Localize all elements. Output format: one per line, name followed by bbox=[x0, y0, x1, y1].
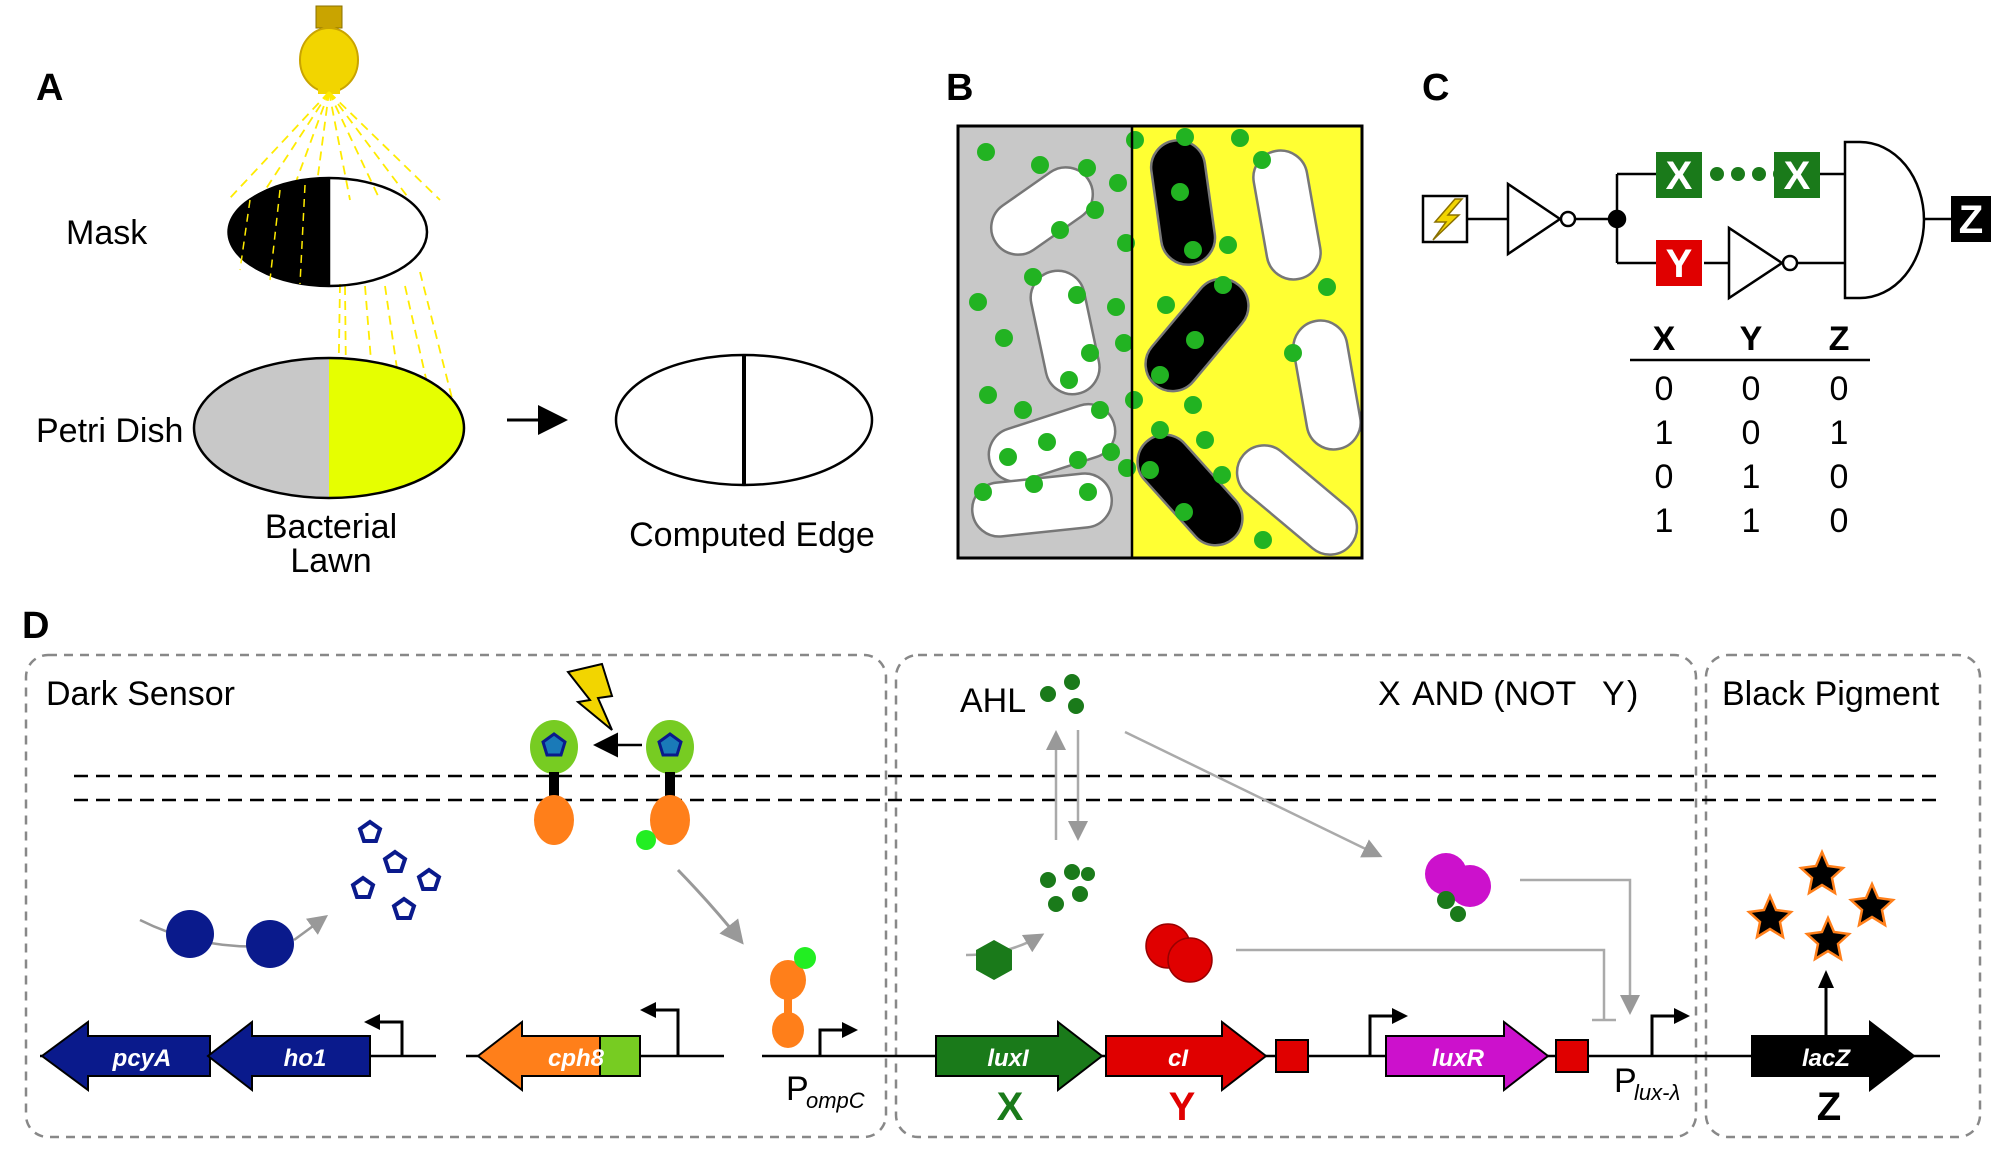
truth-cell: 0 bbox=[1655, 458, 1674, 496]
bacterial-lawn-label-1: Bacterial bbox=[265, 508, 397, 546]
promoter-arrowheads bbox=[364, 970, 1834, 1038]
computed-edge-label: Computed Edge bbox=[629, 516, 875, 554]
label-x: X bbox=[997, 1085, 1024, 1129]
p-ompc-sub: ompC bbox=[806, 1088, 865, 1113]
mask-label: Mask bbox=[66, 214, 148, 252]
p-lux-label: P lux-λ bbox=[1614, 1062, 1680, 1105]
gene-ci-label: cI bbox=[1168, 1045, 1189, 1072]
luxr-ahl-complex bbox=[1425, 853, 1491, 922]
bacteria-edge-illustration bbox=[958, 126, 1362, 558]
gene-ci: cI bbox=[1105, 1019, 1268, 1093]
black-pigment-box bbox=[1704, 653, 1982, 1139]
membrane bbox=[74, 774, 1940, 802]
lightning-icon bbox=[1432, 198, 1464, 241]
ompr-dimer bbox=[770, 947, 816, 1048]
panel-label-d: D bbox=[22, 605, 49, 647]
gene-ho1-label: ho1 bbox=[284, 1045, 327, 1072]
gene-luxr-label: luxR bbox=[1432, 1045, 1485, 1072]
p-ompc-main: P bbox=[786, 1070, 809, 1108]
pigment-stars bbox=[1746, 848, 1896, 962]
terminator-box bbox=[1275, 1039, 1309, 1073]
cph8-receptor-dark bbox=[636, 720, 694, 850]
gene-lacz-label: lacZ bbox=[1802, 1045, 1851, 1072]
gene-luxi-label: luxI bbox=[987, 1045, 1030, 1072]
truth-cell: 1 bbox=[1655, 414, 1674, 452]
gate-x-label: X bbox=[1666, 154, 1693, 198]
petri-dish-label: Petri Dish bbox=[36, 412, 183, 450]
gene-ho1: ho1 bbox=[206, 1019, 371, 1093]
cph8-receptor-light bbox=[530, 720, 578, 845]
logic-box bbox=[894, 653, 1698, 1139]
truth-table: X Y Z 0 0 0 1 0 1 0 1 0 1 1 0 bbox=[1630, 320, 1870, 540]
truth-cell: 0 bbox=[1830, 458, 1849, 496]
black-pigment-title: Black Pigment bbox=[1722, 675, 1940, 713]
logic-title-and: AND (NOT bbox=[1412, 675, 1576, 713]
gene-pcya: pcyA bbox=[40, 1020, 211, 1092]
truth-cell: 0 bbox=[1655, 370, 1674, 408]
panel-label-c: C bbox=[1422, 67, 1449, 109]
gate-y-label: Y bbox=[1666, 242, 1693, 286]
logic-title: X AND (NOT Y ) bbox=[1378, 675, 1638, 713]
truth-cell: 1 bbox=[1742, 502, 1761, 540]
gate-x-box bbox=[1656, 152, 1702, 198]
label-z: Z bbox=[1817, 1085, 1841, 1129]
dark-sensor-box bbox=[24, 653, 888, 1139]
regulation-lines bbox=[1236, 878, 1640, 1022]
pcb-pentagons bbox=[350, 819, 442, 920]
computed-edge-dish bbox=[614, 353, 874, 487]
p-lux-sub: lux-λ bbox=[1634, 1080, 1680, 1105]
truth-table-header-y: Y bbox=[1740, 320, 1763, 358]
p-lux-main: P bbox=[1614, 1062, 1637, 1100]
mask-shape bbox=[227, 176, 429, 288]
gene-pcya-label: pcyA bbox=[112, 1045, 172, 1072]
p-ompc-label: P ompC bbox=[786, 1070, 865, 1113]
lightning-icon-d bbox=[566, 662, 614, 731]
truth-cell: 0 bbox=[1742, 414, 1761, 452]
gene-cph8: cph8 bbox=[476, 1019, 641, 1093]
gene-lacz: lacZ bbox=[1751, 1019, 1916, 1093]
ahl-molecules bbox=[1040, 674, 1095, 912]
dark-sensor-title: Dark Sensor bbox=[46, 675, 235, 713]
bacterial-lawn-label-2: Lawn bbox=[290, 542, 371, 580]
ahl-dots bbox=[969, 128, 1336, 549]
logic-title-y: Y bbox=[1602, 675, 1625, 713]
ci-repressor bbox=[1145, 923, 1213, 983]
ompr-arrow bbox=[676, 868, 744, 945]
panel-b-frame bbox=[956, 124, 1364, 560]
logic-title-close: ) bbox=[1627, 675, 1638, 713]
ahl-transport-arrows bbox=[965, 730, 1383, 957]
enzyme-chain bbox=[139, 910, 329, 968]
logic-circuit bbox=[1421, 140, 1951, 301]
promoter-arrows bbox=[376, 985, 1828, 1056]
truth-cell: 1 bbox=[1830, 414, 1849, 452]
luxi-enzyme bbox=[976, 940, 1012, 980]
gene-cph8-label: cph8 bbox=[548, 1045, 605, 1072]
panel-label-b: B bbox=[946, 67, 973, 109]
truth-cell: 0 bbox=[1830, 502, 1849, 540]
gene-luxi: luxI bbox=[935, 1019, 1104, 1093]
truth-cell: 1 bbox=[1742, 458, 1761, 496]
light-bulb-icon bbox=[299, 5, 359, 94]
gene-luxr: luxR bbox=[1385, 1019, 1550, 1093]
gate-z-box bbox=[1951, 196, 1991, 242]
terminator-box-2 bbox=[1555, 1039, 1589, 1073]
gate-y-box bbox=[1656, 240, 1702, 286]
logic-title-x: X bbox=[1378, 675, 1401, 713]
gate-z-label: Z bbox=[1959, 198, 1983, 242]
gate-x2-box bbox=[1774, 152, 1820, 198]
label-y: Y bbox=[1169, 1085, 1196, 1129]
truth-cell: 0 bbox=[1742, 370, 1761, 408]
ahl-label: AHL bbox=[960, 682, 1026, 720]
petri-dish bbox=[192, 356, 466, 500]
panel-label-a: A bbox=[36, 67, 63, 109]
truth-table-header-x: X bbox=[1653, 320, 1676, 358]
truth-table-header-z: Z bbox=[1829, 320, 1850, 358]
truth-cell: 0 bbox=[1830, 370, 1849, 408]
truth-cell: 1 bbox=[1655, 502, 1674, 540]
gate-x2-label: X bbox=[1784, 154, 1811, 198]
